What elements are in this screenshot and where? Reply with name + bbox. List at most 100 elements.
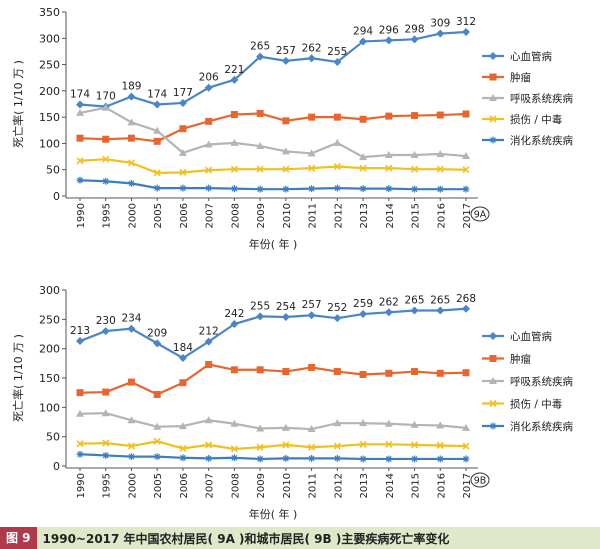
data-point [281, 312, 290, 321]
x-tick-label: 2010 [282, 203, 293, 228]
data-point [359, 455, 367, 463]
figure-caption: 图 9 1990~2017 年中国农村居民( 9A )和城市居民( 9B )主要… [0, 527, 600, 549]
data-point [410, 306, 419, 315]
x-tick-label: 2016 [436, 203, 447, 228]
x-tick-label: 2016 [436, 473, 447, 498]
legend-entry: 损伤 / 中毒 [482, 113, 563, 126]
x-axis-title: 年份( 年 ) [249, 507, 298, 521]
x-tick-label: 2017 [462, 473, 473, 498]
series-line [79, 307, 467, 360]
data-point [411, 112, 419, 120]
data-point [281, 423, 290, 431]
data-point [410, 150, 419, 158]
legend-label: 肿瘤 [510, 353, 531, 366]
data-label: 255 [327, 46, 347, 58]
data-label: 255 [250, 300, 270, 312]
x-tick-label: 2013 [359, 473, 370, 498]
legend-entry: 肿瘤 [482, 353, 531, 366]
series-2 [76, 103, 470, 161]
data-label: 206 [199, 72, 219, 84]
legend-entry: 呼吸系统疾病 [482, 375, 573, 388]
data-label: 265 [430, 295, 450, 307]
data-point [333, 442, 341, 450]
data-point [282, 454, 290, 462]
data-point [436, 455, 444, 463]
data-point [204, 140, 213, 148]
data-point [410, 165, 419, 173]
x-tick-label: 2011 [308, 203, 319, 228]
data-label: 189 [121, 81, 141, 93]
data-point [410, 35, 419, 44]
x-tick-label: 2009 [256, 203, 267, 228]
legend-entry: 消化系统疾病 [482, 420, 573, 433]
data-label: 254 [276, 301, 296, 313]
panel-label: 9A [474, 210, 487, 221]
y-tick-label: 0 [53, 460, 60, 473]
data-point [153, 184, 161, 192]
data-point [333, 368, 341, 376]
data-point [179, 444, 187, 452]
data-point [102, 451, 110, 459]
data-point [385, 112, 393, 120]
legend-marker [489, 94, 497, 101]
data-point [307, 425, 316, 433]
data-point [127, 453, 135, 461]
x-tick-label: 2013 [359, 203, 370, 228]
x-tick-label: 2009 [256, 473, 267, 498]
data-point [436, 306, 445, 315]
data-point [76, 440, 84, 448]
data-point [436, 165, 444, 173]
data-point [127, 159, 136, 167]
data-point [281, 147, 290, 155]
x-tick-label: 2015 [411, 473, 422, 498]
data-point [411, 185, 419, 193]
data-point [256, 165, 264, 173]
data-point [102, 135, 110, 143]
series-line [79, 30, 467, 108]
data-point [333, 113, 341, 121]
legend-label: 消化系统疾病 [510, 420, 573, 433]
data-label: 257 [276, 45, 296, 57]
data-point [204, 337, 213, 346]
data-label: 174 [70, 89, 90, 101]
x-tick-label: 2005 [153, 473, 164, 498]
data-point [102, 439, 110, 447]
legend-entry: 呼吸系统疾病 [482, 92, 573, 105]
data-point [127, 442, 136, 450]
data-point [101, 327, 110, 336]
series-line [79, 453, 466, 461]
data-point [359, 115, 367, 123]
data-point [205, 441, 213, 449]
data-point [256, 366, 264, 374]
data-point [230, 165, 238, 173]
data-point [179, 184, 187, 192]
data-point [436, 421, 445, 429]
x-tick-label: 2010 [282, 473, 293, 498]
data-point [359, 370, 367, 378]
y-tick-label: 0 [53, 190, 60, 203]
data-point [178, 98, 187, 107]
y-tick-label: 300 [39, 284, 60, 297]
data-point [462, 442, 470, 450]
data-point [153, 339, 162, 348]
data-point [462, 455, 470, 463]
data-point [256, 185, 264, 193]
x-tick-label: 2015 [411, 203, 422, 228]
series-2 [76, 409, 470, 433]
data-point [230, 454, 238, 462]
legend-marker [489, 332, 497, 340]
data-point [230, 366, 238, 374]
data-point [385, 455, 393, 463]
data-point [436, 111, 444, 119]
series-1 [76, 361, 470, 398]
series-0: 213 230 234 209 184 212 242 255 254 257 252 259 262 2… [70, 293, 476, 363]
data-point [127, 92, 136, 101]
data-point [153, 169, 161, 177]
data-point [127, 378, 135, 386]
data-point [76, 157, 84, 165]
data-point [76, 134, 84, 142]
y-tick-label: 50 [46, 431, 60, 444]
data-point [333, 184, 341, 192]
data-point [282, 441, 290, 449]
data-point [333, 314, 342, 323]
